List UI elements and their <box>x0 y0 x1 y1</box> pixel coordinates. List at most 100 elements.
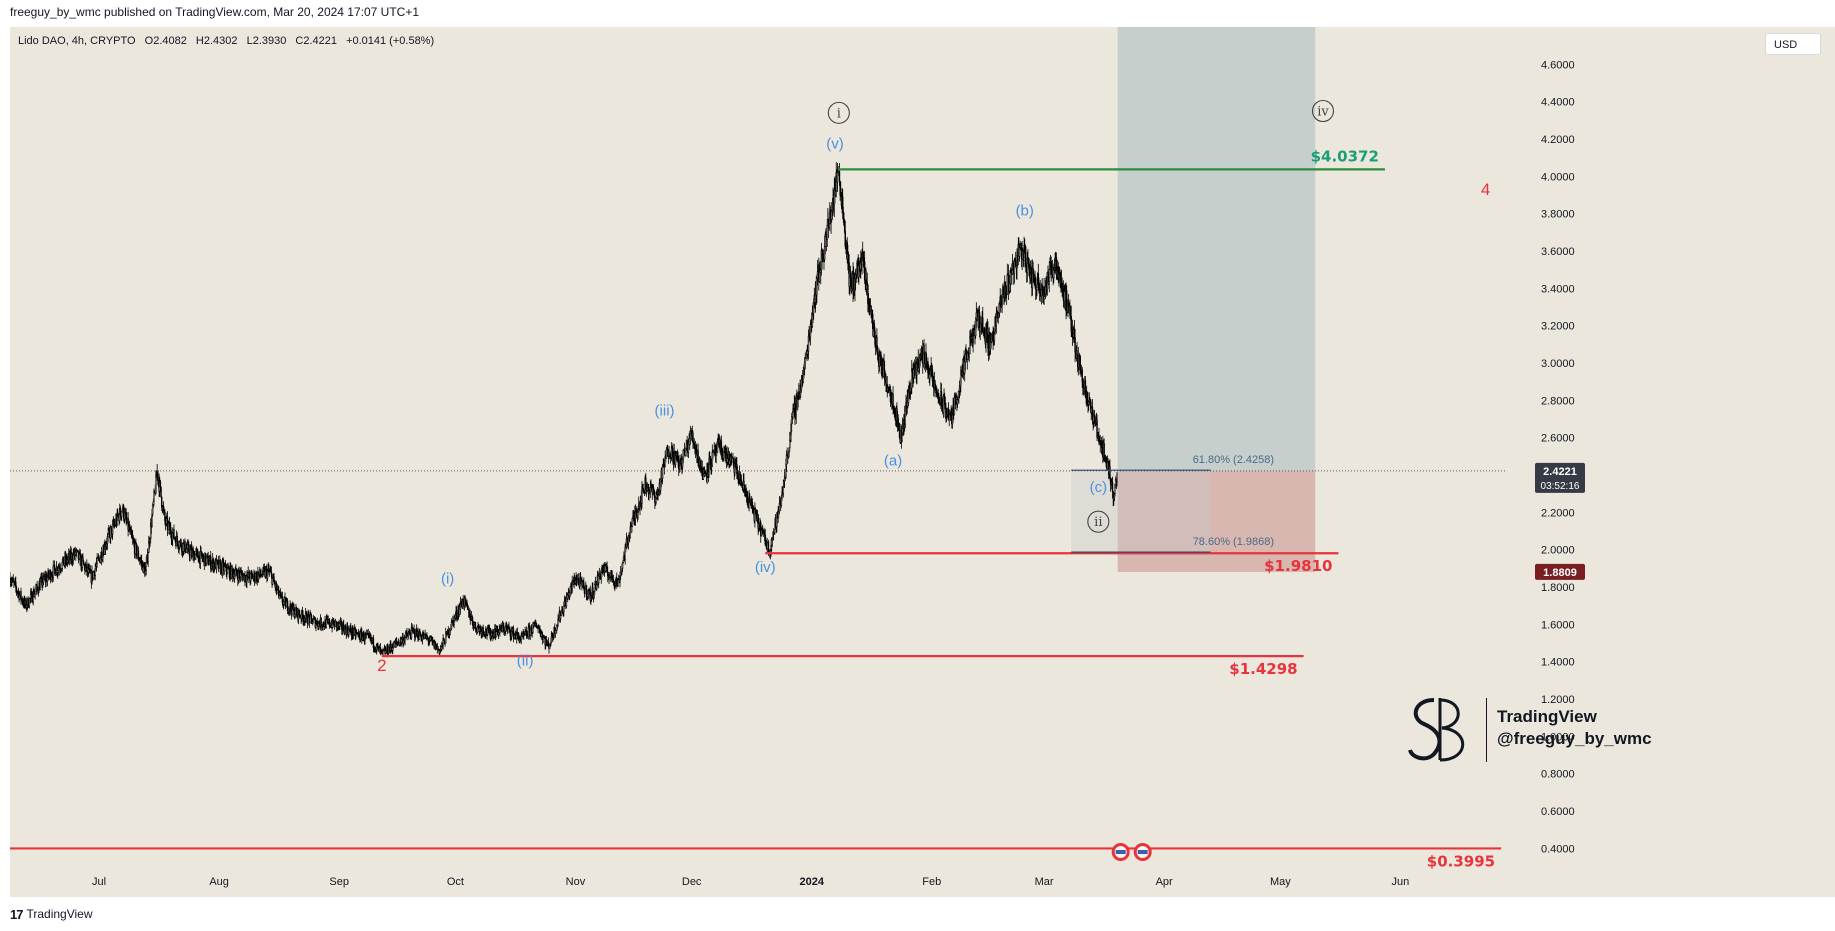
footer-brand: 17 TradingView <box>10 905 93 923</box>
circled-wave-0: i <box>827 101 850 124</box>
price-tag-1: 1.8809 <box>1535 563 1585 580</box>
y-tick-4: 3.8000 <box>1541 209 1575 221</box>
y-tick-21: 0.4000 <box>1541 843 1575 855</box>
currency-button[interactable]: USD <box>1765 33 1821 55</box>
x-tick-10: May <box>1270 876 1291 888</box>
footer-brand-text: TradingView <box>26 907 93 921</box>
x-tick-3: Oct <box>447 876 464 888</box>
wave-label-4: (iv) <box>755 559 776 576</box>
y-tick-16: 1.4000 <box>1541 657 1575 669</box>
fib-zone <box>1071 470 1211 553</box>
watermark-separator <box>1486 698 1487 762</box>
x-tick-7: Feb <box>922 876 941 888</box>
candle-body <box>672 448 674 463</box>
candle-body <box>173 529 175 539</box>
candle-body <box>119 508 122 516</box>
candle-body <box>483 631 485 635</box>
candle-body <box>585 585 588 597</box>
y-tick-10: 2.6000 <box>1541 433 1575 445</box>
price-tag-timer: 03:52:16 <box>1541 481 1580 492</box>
legend-symbol: Lido DAO, 4h, CRYPTO <box>18 35 136 47</box>
price-tag-value: 1.8809 <box>1543 567 1577 579</box>
circled-wave-ring <box>827 101 850 124</box>
time-axis-background <box>10 867 1835 897</box>
candle-body <box>328 619 331 627</box>
candle-body <box>1009 272 1012 284</box>
candle-body <box>984 328 986 336</box>
fib-label-0: 61.80% (2.4258) <box>1193 454 1274 466</box>
candle-body <box>111 523 114 535</box>
candle-body <box>285 601 287 608</box>
y-tick-17: 1.2000 <box>1541 694 1575 706</box>
candle-body <box>885 376 887 385</box>
candle-body <box>145 562 147 571</box>
candle-body <box>92 572 94 579</box>
watermark-line2: @freeguy_by_wmc <box>1497 729 1652 748</box>
x-tick-8: Mar <box>1035 876 1054 888</box>
author-watermark: TradingView @freeguy_by_wmc <box>1400 690 1660 770</box>
candle-body <box>197 551 199 559</box>
y-tick-3: 4.0000 <box>1541 171 1575 183</box>
y-tick-12: 2.2000 <box>1541 507 1575 519</box>
legend-close: C2.4221 <box>295 35 337 47</box>
candle-body <box>99 557 102 563</box>
x-tick-1: Aug <box>209 876 229 888</box>
candle-body <box>642 487 644 491</box>
circled-wave-text: i <box>837 106 841 121</box>
legend-change: +0.0141 (+0.58%) <box>346 35 435 47</box>
candle-body <box>495 631 497 637</box>
circled-wave-ring <box>1087 510 1110 533</box>
wave-label-7: (b) <box>1016 203 1034 220</box>
candle-body <box>836 171 839 183</box>
price-chart[interactable]: $4.0372 $1.9810 $1.4298 $0.3995 61.80% (2.42… <box>10 27 1835 897</box>
candles <box>10 162 1118 658</box>
price-tag-value: 2.4221 <box>1543 466 1577 478</box>
level-label-3: $0.3995 <box>1427 852 1495 870</box>
candle-body <box>157 470 159 481</box>
wave-label-3: (iii) <box>655 402 675 419</box>
price-tag-box <box>1535 462 1585 493</box>
watermark-line1: TradingView <box>1497 707 1597 726</box>
candle-body <box>474 622 477 629</box>
price-axis-background <box>1505 27 1835 867</box>
x-tick-0: Jul <box>92 876 106 888</box>
candle-body <box>532 623 535 626</box>
candle-body <box>184 540 186 553</box>
y-tick-19: 0.8000 <box>1541 769 1575 781</box>
symbol-legend: Lido DAO, 4h, CRYPTO O2.4082 H2.4302 L2.… <box>18 35 440 47</box>
candle-body <box>844 231 846 247</box>
candle-body <box>1116 474 1118 482</box>
candle-body <box>923 344 925 355</box>
candle-body <box>630 526 633 533</box>
candle-body <box>1065 290 1068 312</box>
candle-body <box>189 549 191 557</box>
candle-body <box>1111 481 1114 493</box>
candle-body <box>838 171 841 182</box>
legend-open: O2.4082 <box>144 35 187 47</box>
level-label-1: $1.9810 <box>1264 557 1332 575</box>
event-flag <box>1115 850 1126 854</box>
x-tick-6: 2024 <box>799 876 824 888</box>
economic-event-icon-0 <box>1111 843 1130 861</box>
circled-wave-1: ii <box>1087 510 1110 533</box>
y-tick-1: 4.4000 <box>1541 97 1575 109</box>
x-tick-9: Apr <box>1156 876 1173 888</box>
wave-label-1: (i) <box>441 570 454 587</box>
chart-area[interactable]: $4.0372 $1.9810 $1.4298 $0.3995 61.80% (2.42… <box>10 27 1835 897</box>
author-logo-icon <box>1408 698 1465 762</box>
position-profit-zone <box>1117 27 1316 471</box>
wave-label-0: 2 <box>377 656 386 675</box>
candle-body <box>147 552 149 562</box>
wave-label-6: (a) <box>884 453 902 470</box>
legend-high: H2.4302 <box>195 35 238 47</box>
candle-body <box>234 570 236 576</box>
candle-body <box>897 418 899 424</box>
candle-body <box>594 584 596 592</box>
x-tick-2: Sep <box>329 876 349 888</box>
legend-low: L2.3930 <box>246 35 287 47</box>
y-tick-7: 3.2000 <box>1541 321 1575 333</box>
candle-body <box>372 637 375 648</box>
x-tick-4: Nov <box>566 876 586 888</box>
fib-label-1: 78.60% (1.9868) <box>1193 536 1274 548</box>
y-tick-9: 2.8000 <box>1541 395 1575 407</box>
